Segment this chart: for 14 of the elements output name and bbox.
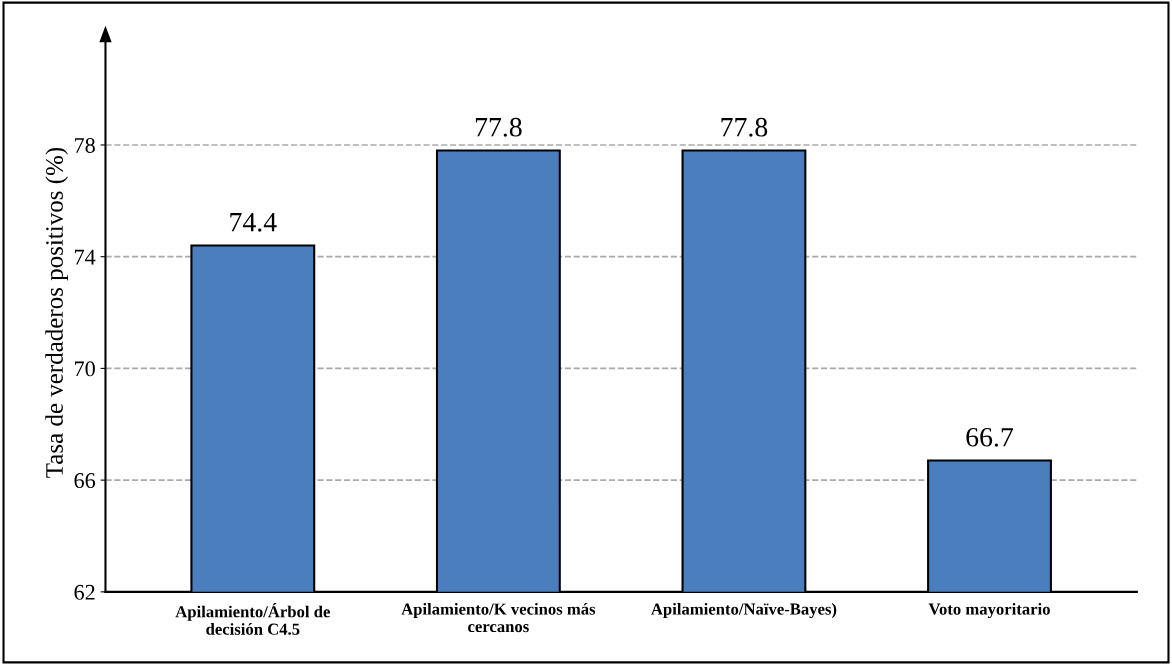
data-label: 74.4 — [230, 212, 277, 232]
x-tick-label: Apilamiento/Árbol de decisión C4.5 — [175, 602, 330, 635]
x-tick-label: Apilamiento/Naïve-Bayes) — [651, 602, 837, 619]
data-label: 66.7 — [966, 427, 1014, 447]
y-tick-label: 78 — [75, 137, 95, 153]
y-tick-label: 66 — [74, 473, 96, 489]
x-tick-label: Voto mayoritario — [928, 602, 1050, 619]
y-tick-label: 62 — [74, 584, 95, 600]
y-axis-title: Tasa de verdaderos positivos (%) — [45, 147, 68, 478]
data-label: 77.8 — [475, 117, 522, 137]
x-tick-label: Apilamiento/K vecinos más cercanos — [401, 602, 596, 633]
y-tick-label: 74 — [75, 249, 96, 265]
data-label: 77.8 — [721, 117, 768, 137]
y-tick-label: 70 — [75, 361, 95, 377]
